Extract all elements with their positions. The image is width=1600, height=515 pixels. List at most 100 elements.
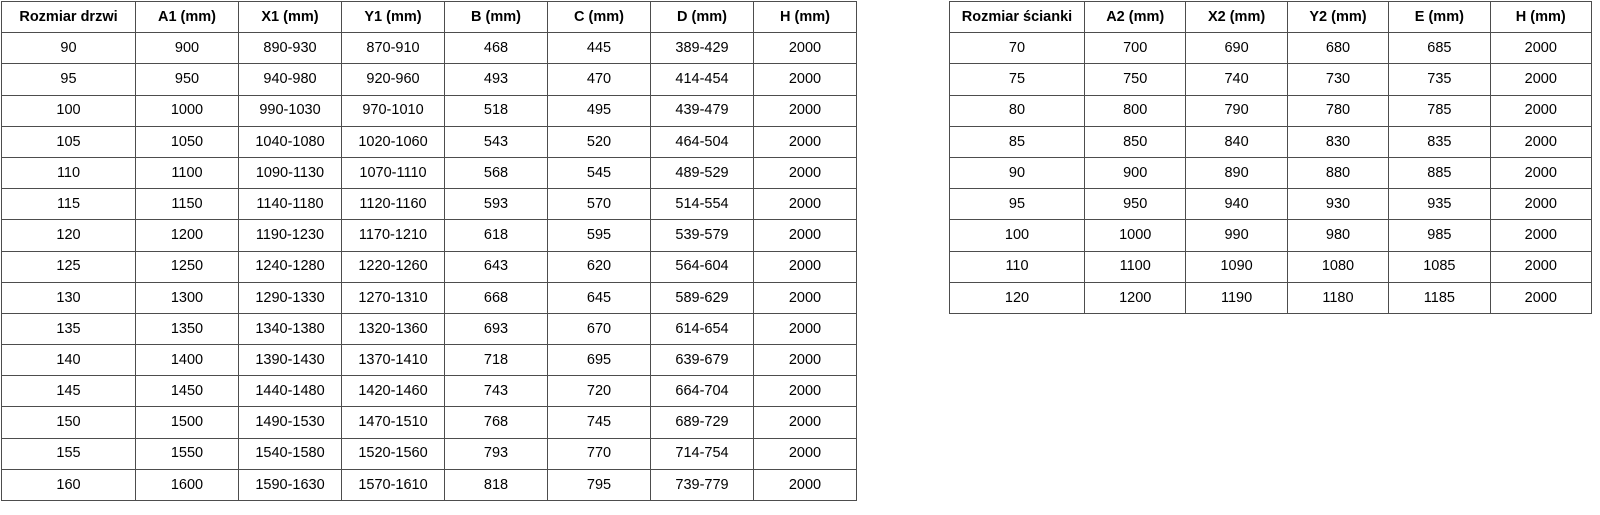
table-cell: 670 bbox=[547, 312, 651, 346]
table-cell: 105 bbox=[1, 125, 136, 158]
table-cell: 520 bbox=[547, 125, 651, 158]
table-cell: 890 bbox=[1185, 156, 1288, 190]
table-cell: 1350 bbox=[135, 312, 239, 346]
table-row: 135 1350 1340-1380 1320-1360 693 670 614-654 20… bbox=[1, 312, 857, 346]
table-cell: 1120-1160 bbox=[341, 188, 445, 221]
table-cell: 689-729 bbox=[650, 406, 754, 439]
table-cell: 589-629 bbox=[650, 281, 754, 314]
table-cell: 793 bbox=[444, 437, 548, 470]
table-cell: 140 bbox=[1, 344, 136, 377]
table-cell: 2000 bbox=[753, 250, 857, 283]
table-cell: 1420-1460 bbox=[341, 375, 445, 408]
table-cell: 2000 bbox=[753, 63, 857, 96]
table-cell: 693 bbox=[444, 312, 548, 346]
table-row: 115 1150 1140-1180 1120-1160 593 570 514-554 20… bbox=[1, 188, 857, 221]
table-cell: 489-529 bbox=[650, 156, 754, 190]
column-header: D (mm) bbox=[650, 0, 754, 34]
table-cell: 543 bbox=[444, 125, 548, 158]
table-cell: 850 bbox=[1083, 125, 1187, 158]
table-cell: 990-1030 bbox=[238, 94, 342, 127]
table-cell: 1200 bbox=[1083, 281, 1187, 314]
table-cell: 920-960 bbox=[341, 63, 445, 96]
table-cell: 2000 bbox=[1489, 219, 1593, 252]
table-cell: 618 bbox=[444, 219, 548, 252]
column-header: X2 (mm) bbox=[1185, 0, 1288, 34]
table-cell: 1090-1130 bbox=[238, 156, 342, 190]
table-cell: 639-679 bbox=[650, 344, 754, 377]
column-header: A2 (mm) bbox=[1083, 0, 1187, 34]
table-cell: 1290-1330 bbox=[238, 281, 342, 314]
table-cell: 570 bbox=[547, 188, 651, 221]
table-row: 150 1500 1490-1530 1470-1510 768 745 689-729 20… bbox=[1, 406, 857, 439]
table-cell: 780 bbox=[1286, 94, 1390, 127]
table-cell: 743 bbox=[444, 375, 548, 408]
table-row: 110 1100 1090-1130 1070-1110 568 545 489-529 20… bbox=[1, 156, 857, 190]
table-cell: 120 bbox=[1, 219, 136, 252]
table-cell: 568 bbox=[444, 156, 548, 190]
table-cell: 1520-1560 bbox=[341, 437, 445, 470]
table-cell: 880 bbox=[1286, 156, 1390, 190]
table-cell: 95 bbox=[949, 188, 1085, 221]
table-cell: 80 bbox=[949, 94, 1085, 127]
table-cell: 389-429 bbox=[650, 32, 754, 65]
table-cell: 700 bbox=[1083, 32, 1187, 65]
table-cell: 2000 bbox=[1489, 156, 1593, 190]
table-cell: 2000 bbox=[1489, 281, 1593, 314]
table-cell: 1400 bbox=[135, 344, 239, 377]
table-cell: 2000 bbox=[753, 344, 857, 377]
table-cell: 2000 bbox=[1489, 94, 1593, 127]
table-cell: 1300 bbox=[135, 281, 239, 314]
table-cell: 493 bbox=[444, 63, 548, 96]
table-cell: 1570-1610 bbox=[341, 468, 445, 502]
table-cell: 545 bbox=[547, 156, 651, 190]
table-row: 90 900 890-930 870-910 468 445 389-429 2000 bbox=[1, 32, 857, 65]
table-cell: 795 bbox=[547, 468, 651, 502]
table-cell: 2000 bbox=[753, 188, 857, 221]
table-cell: 468 bbox=[444, 32, 548, 65]
table-cell: 495 bbox=[547, 94, 651, 127]
table-cell: 1540-1580 bbox=[238, 437, 342, 470]
table-row: 80 800 790 780 785 2000 bbox=[949, 94, 1593, 127]
table-row: 75 750 740 730 735 2000 bbox=[949, 63, 1593, 96]
table-cell: 1370-1410 bbox=[341, 344, 445, 377]
table-cell: 1040-1080 bbox=[238, 125, 342, 158]
table-row: 85 850 840 830 835 2000 bbox=[949, 125, 1593, 158]
table-cell: 2000 bbox=[1489, 125, 1593, 158]
column-header: Y1 (mm) bbox=[341, 0, 445, 34]
table-cell: 740 bbox=[1185, 63, 1288, 96]
table-cell: 645 bbox=[547, 281, 651, 314]
table-cell: 1390-1430 bbox=[238, 344, 342, 377]
table-cell: 940 bbox=[1185, 188, 1288, 221]
table-cell: 818 bbox=[444, 468, 548, 502]
table-cell: 885 bbox=[1388, 156, 1491, 190]
table-cell: 1470-1510 bbox=[341, 406, 445, 439]
table-row: 100 1000 990-1030 970-1010 518 495 439-479 2000 bbox=[1, 94, 857, 127]
table-cell: 718 bbox=[444, 344, 548, 377]
table-cell: 685 bbox=[1388, 32, 1491, 65]
table-cell: 135 bbox=[1, 312, 136, 346]
table-cell: 720 bbox=[547, 375, 651, 408]
table-cell: 1590-1630 bbox=[238, 468, 342, 502]
table-cell: 695 bbox=[547, 344, 651, 377]
table-cell: 614-654 bbox=[650, 312, 754, 346]
table-cell: 414-454 bbox=[650, 63, 754, 96]
table-cell: 514-554 bbox=[650, 188, 754, 221]
table-cell: 1020-1060 bbox=[341, 125, 445, 158]
table-cell: 1500 bbox=[135, 406, 239, 439]
table-cell: 668 bbox=[444, 281, 548, 314]
table-cell: 2000 bbox=[753, 125, 857, 158]
table-cell: 745 bbox=[547, 406, 651, 439]
table-cell: 593 bbox=[444, 188, 548, 221]
table-row: 140 1400 1390-1430 1370-1410 718 695 639-679 20… bbox=[1, 344, 857, 377]
table-cell: 900 bbox=[135, 32, 239, 65]
table-cell: 980 bbox=[1286, 219, 1390, 252]
table-cell: 870-910 bbox=[341, 32, 445, 65]
table-cell: 950 bbox=[135, 63, 239, 96]
table-cell: 2000 bbox=[753, 406, 857, 439]
table-cell: 840 bbox=[1185, 125, 1288, 158]
table-cell: 690 bbox=[1185, 32, 1288, 65]
table-cell: 70 bbox=[949, 32, 1085, 65]
table-cell: 155 bbox=[1, 437, 136, 470]
table-cell: 1320-1360 bbox=[341, 312, 445, 346]
table-row: 120 1200 1190-1230 1170-1210 618 595 539-579 20… bbox=[1, 219, 857, 252]
